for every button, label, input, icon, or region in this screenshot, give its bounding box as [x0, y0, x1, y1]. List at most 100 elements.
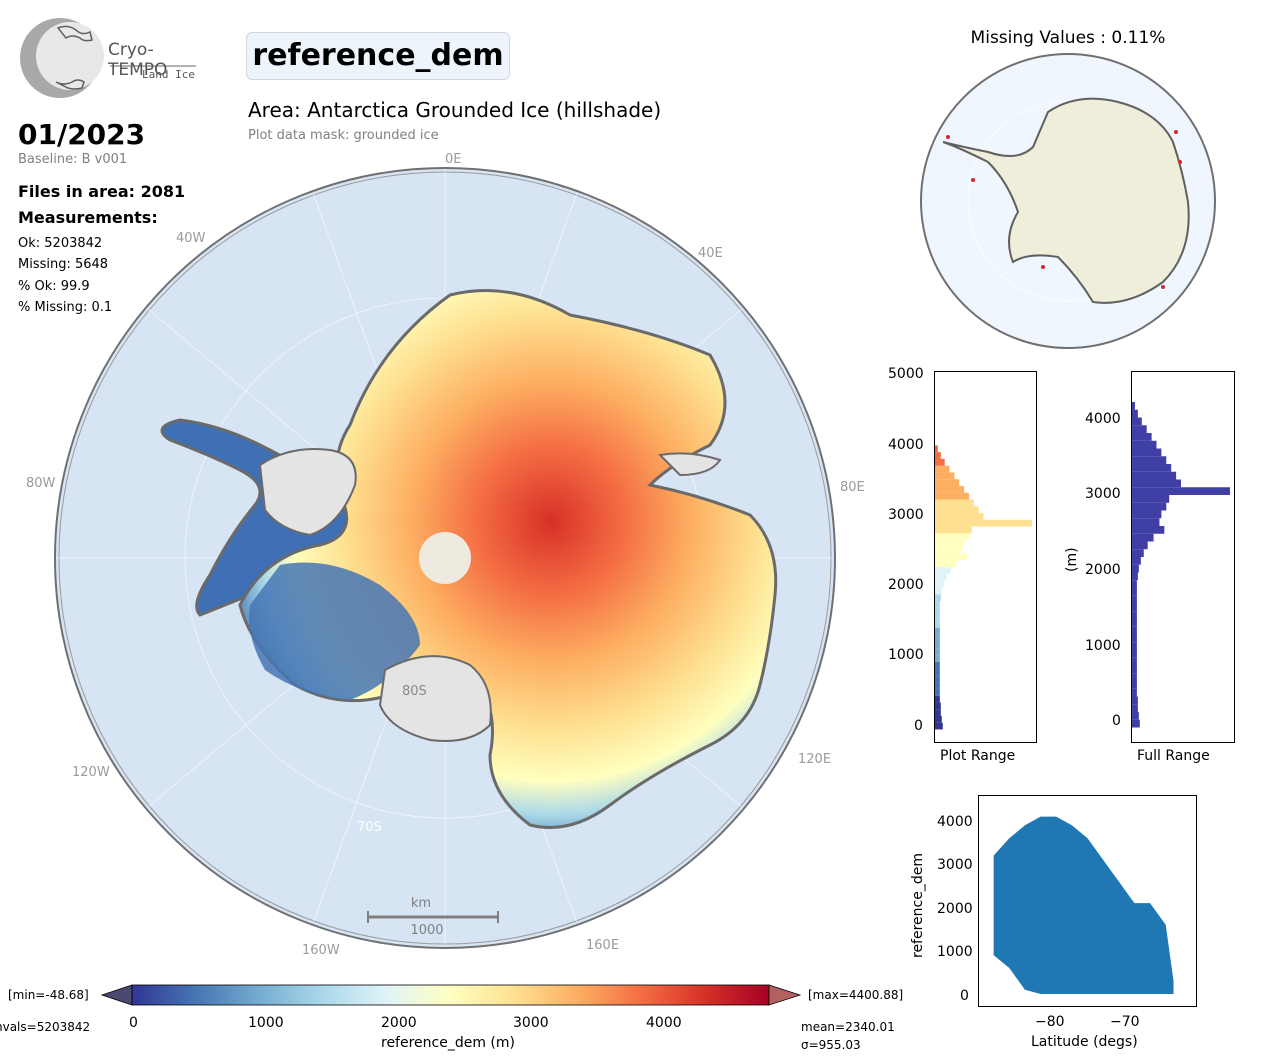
hist-full-xlabel: Full Range: [1137, 748, 1210, 764]
hist-full-bar: [1132, 533, 1154, 542]
lon-label-0e: 0E: [437, 165, 454, 169]
hist-plot-bar: [935, 628, 940, 635]
page-title: reference_dem: [246, 32, 510, 80]
hist-plot-bar: [935, 722, 943, 730]
hist-full-bar: [1132, 572, 1138, 581]
scatter-xtick-minus80: −80: [1035, 1014, 1065, 1030]
hist-full-bar: [1132, 696, 1138, 705]
lon-label-40w: 40W: [176, 231, 206, 246]
colorbar-max-extend: [768, 984, 802, 1006]
hist-plot-bar: [935, 648, 940, 656]
hist-plot-bar: [935, 695, 940, 703]
amery-ice-shelf: [657, 452, 722, 477]
lon-label-80w: 80W: [26, 476, 56, 491]
missing-values-map: [920, 53, 1216, 349]
hist-full-bar: [1132, 510, 1162, 519]
hist-plot-ytick-1000: 1000: [888, 647, 924, 663]
hist-full-bar: [1132, 464, 1172, 472]
hist-plot-bar: [935, 465, 950, 473]
colorbar-tick-2000: 2000: [381, 1015, 417, 1031]
hist-full-bar: [1132, 634, 1137, 643]
hist-plot-bar: [935, 587, 942, 595]
hist-plot-bar: [935, 607, 940, 615]
logo-subtitle: Land Ice: [142, 68, 195, 81]
hist-full-bar: [1132, 704, 1138, 712]
hist-full-bar: [1132, 665, 1137, 674]
hist-full-bar: [1132, 657, 1137, 666]
hist-full-bar: [1132, 588, 1137, 596]
hist-plot-ytick-0: 0: [914, 718, 923, 734]
colorbar-tick-3000: 3000: [513, 1015, 549, 1031]
hist-full-bar: [1132, 549, 1144, 557]
colorbar-min-extend: [100, 984, 133, 1006]
hist-full-bar: [1132, 518, 1160, 526]
colorbar-max-label: [max=4400.88]: [808, 988, 904, 1002]
scatter-ytick-2000: 2000: [937, 901, 973, 917]
logo-name: Cryo-TEMPO: [108, 40, 168, 80]
scatter-ytick-1000: 1000: [937, 944, 973, 960]
missing-map-title: Missing Values : 0.11%: [970, 28, 1166, 48]
files-in-area: Files in area: 2081: [18, 182, 186, 201]
hist-plot-bar: [935, 546, 963, 554]
scalebar-unit: km: [411, 896, 431, 911]
scatter-points: [993, 816, 1174, 995]
area-title: Area: Antarctica Grounded Ice (hillshade…: [248, 98, 662, 122]
hist-full-bar: [1132, 502, 1167, 511]
hist-full-bar: [1132, 456, 1167, 464]
hist-plot-bar: [935, 540, 965, 547]
hist-plot-bar: [935, 573, 947, 581]
hist-plot-bar: [935, 499, 974, 507]
hist-full-bar: [1132, 440, 1157, 449]
hist-plot-bar: [935, 668, 940, 676]
hist-plot-bar: [935, 634, 940, 642]
hist-plot-bar: [935, 458, 945, 466]
lon-label-80e: 80E: [840, 480, 865, 495]
hist-plot-bar: [935, 715, 942, 723]
mask-text: Plot data mask: grounded ice: [248, 128, 439, 143]
hist-full-bar: [1132, 595, 1137, 604]
date-label: 01/2023: [18, 118, 146, 151]
histogram-plot-range: [934, 371, 1037, 743]
colorbar: [100, 984, 802, 1006]
hist-plot-bar: [935, 709, 941, 716]
hist-plot-ytick-5000: 5000: [888, 366, 924, 382]
hist-plot-bar: [935, 641, 940, 649]
hist-plot-bar: [935, 513, 984, 520]
measurements-heading: Measurements:: [18, 208, 158, 227]
missing-map-continent: [942, 97, 1190, 304]
hist-full-bar: [1132, 603, 1137, 612]
hist-plot-bar: [935, 614, 940, 622]
hist-plot-bar: [935, 472, 955, 480]
hist-plot-bar: [935, 580, 944, 588]
hist-full-bar: [1132, 673, 1137, 681]
hist-full-bar: [1132, 526, 1165, 534]
missing-count: Missing: 5648: [18, 257, 109, 272]
scatter-lat-vs-dem: [978, 795, 1197, 1007]
colorbar-tick-1000: 1000: [248, 1015, 284, 1031]
hist-full-bar: [1132, 417, 1142, 426]
hist-plot-ytick-4000: 4000: [888, 437, 924, 453]
hist-plot-bar: [935, 567, 951, 574]
lat-label-70s: 70S: [357, 820, 382, 835]
lon-label-0e-outer: 0E: [445, 152, 462, 167]
scalebar-value: 1000: [410, 923, 443, 938]
hist-plot-bar: [935, 600, 940, 608]
hist-plot-bar: [935, 452, 941, 459]
hist-plot-bar: [935, 594, 941, 601]
colorbar-nvals-label: nvals=5203842: [0, 1020, 91, 1034]
ok-count: Ok: 5203842: [18, 236, 103, 251]
ross-ice-shelf: [378, 655, 492, 742]
pole-hole: [419, 532, 471, 584]
cryo-tempo-logo: Cryo-TEMPO Land Ice: [18, 16, 208, 100]
baseline-label: Baseline: B v001: [18, 152, 128, 167]
scatter-xlabel: Latitude (degs): [1031, 1034, 1138, 1050]
west-antarctica: [249, 562, 420, 700]
hist-plot-bar: [935, 702, 941, 710]
hist-full-bar: [1132, 425, 1147, 433]
hist-plot-ytick-2000: 2000: [888, 577, 924, 593]
hist-full-ylabel: (m): [1064, 547, 1080, 572]
hist-plot-bar: [935, 621, 940, 629]
hist-plot-bar: [935, 445, 938, 453]
hist-plot-bar: [935, 675, 940, 683]
hist-full-bar: [1132, 487, 1230, 495]
